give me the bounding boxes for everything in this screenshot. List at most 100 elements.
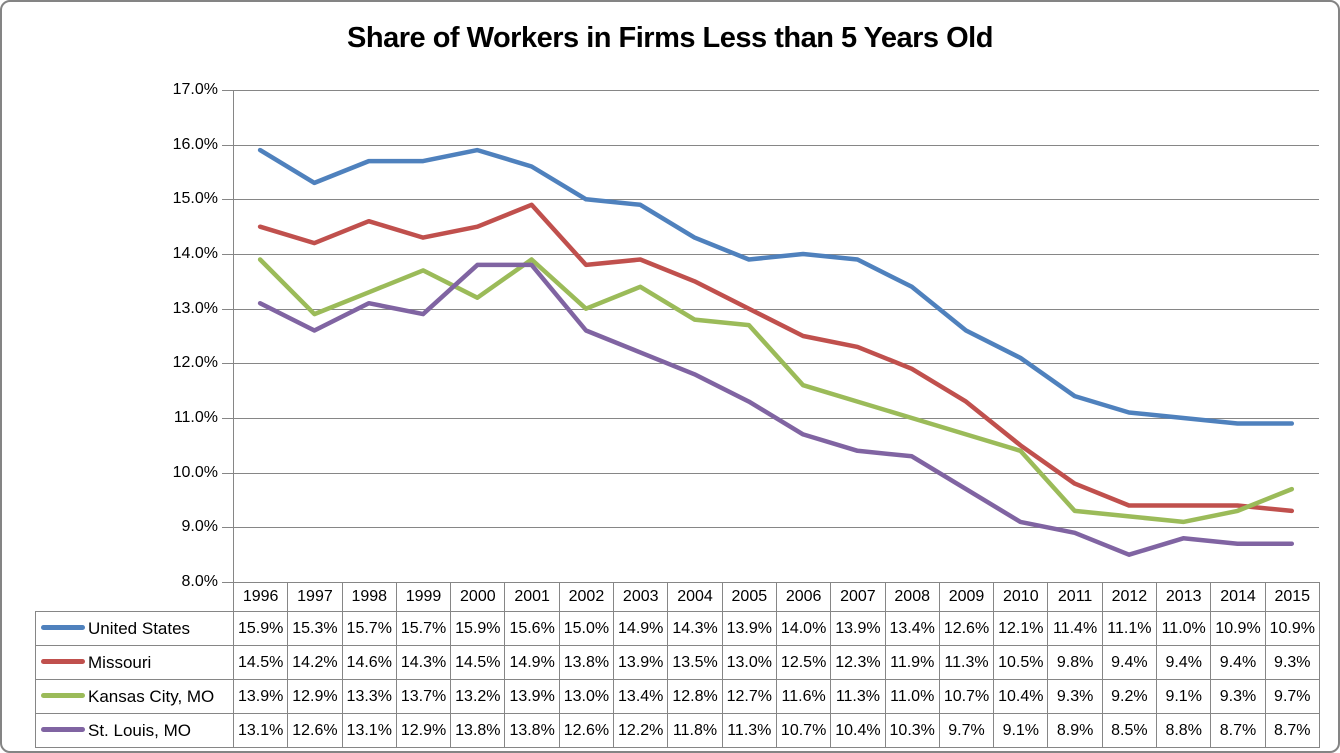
y-tick-label: 17.0% (172, 81, 218, 98)
y-tick-label: 9.0% (181, 518, 218, 536)
value-cell: 10.9% (1210, 611, 1266, 646)
chart-data-table: 1996 1997 1998 1999 2000 2001 2002 2003 2004 2005… (35, 582, 1320, 748)
value-cell: 8.8% (1156, 713, 1212, 748)
value-cell: 13.0% (558, 679, 615, 714)
y-tick-label: 15.0% (172, 190, 218, 208)
year-header-cell: 1997 (287, 582, 343, 612)
value-cell: 9.8% (1047, 645, 1103, 680)
value-cell: 14.9% (613, 611, 669, 646)
year-header-cell: 2010 (993, 582, 1049, 612)
series-name-label: Missouri (88, 652, 152, 672)
table-row-missouri: Missouri 14.5% 14.2% 14.6% 14.3% 14.5% 14.9% 13… (35, 645, 1320, 680)
value-cell: 13.9% (721, 611, 777, 646)
value-cell: 15.7% (341, 611, 397, 646)
legend-line-swatch (41, 658, 85, 664)
value-cell: 11.3% (830, 679, 886, 714)
value-cell: 9.2% (1101, 679, 1158, 714)
value-cell: 15.6% (504, 611, 560, 646)
value-cell: 14.6% (341, 645, 397, 680)
year-header-cell: 2014 (1210, 582, 1266, 612)
value-cell: 13.5% (667, 645, 723, 680)
year-header-cell: 2015 (1264, 582, 1320, 612)
series-name-label: Kansas City, MO (88, 686, 215, 706)
value-cell: 14.3% (667, 611, 723, 646)
series-legend-cell: Kansas City, MO (35, 679, 234, 714)
value-cell: 8.7% (1210, 713, 1266, 748)
value-cell: 9.4% (1101, 645, 1158, 680)
value-cell: 11.0% (1156, 611, 1212, 646)
series-legend-cell: United States (35, 611, 234, 646)
value-cell: 13.4% (613, 679, 669, 714)
series-line-united-states (257, 147, 1295, 426)
y-tick-label: 16.0% (172, 135, 218, 153)
legend-line-swatch (41, 692, 85, 698)
value-cell: 13.9% (232, 679, 289, 714)
year-header-cell: 2011 (1047, 582, 1103, 612)
legend-line-swatch (41, 726, 85, 732)
value-cell: 9.7% (1264, 679, 1320, 714)
value-cell: 13.2% (450, 679, 506, 714)
value-cell: 12.7% (721, 679, 777, 714)
legend-line-swatch (41, 624, 85, 630)
value-cell: 9.4% (1156, 645, 1212, 680)
value-cell: 9.1% (993, 713, 1049, 748)
series-line-missouri (257, 202, 1295, 514)
value-cell: 11.9% (884, 645, 940, 680)
y-tick-label: 14.0% (172, 245, 218, 262)
table-row-st-louis-mo: St. Louis, MO 13.1% 12.6% 13.1% 12.9% 13.8% 13… (35, 713, 1320, 748)
series-line-kansas-city-mo (257, 257, 1295, 525)
value-cell: 12.6% (287, 713, 343, 748)
value-cell: 12.2% (613, 713, 669, 748)
series-legend-cell: Missouri (35, 645, 234, 680)
year-header-cell: 1998 (341, 582, 397, 612)
value-cell: 11.1% (1101, 611, 1158, 646)
value-cell: 11.6% (775, 679, 832, 714)
value-cell: 12.9% (287, 679, 343, 714)
value-cell: 15.9% (450, 611, 506, 646)
value-cell: 13.8% (450, 713, 506, 748)
series-legend-cell: St. Louis, MO (35, 713, 234, 748)
value-cell: 12.9% (395, 713, 452, 748)
year-header-cell: 2001 (504, 582, 560, 612)
value-cell: 12.8% (667, 679, 723, 714)
value-cell: 12.1% (993, 611, 1049, 646)
value-cell: 8.9% (1047, 713, 1103, 748)
year-header-cell: 2004 (667, 582, 723, 612)
value-cell: 13.1% (341, 713, 397, 748)
year-header-cell: 2000 (450, 582, 506, 612)
value-cell: 8.7% (1264, 713, 1320, 748)
value-cell: 10.5% (993, 645, 1049, 680)
table-row-kansas-city-mo: Kansas City, MO 13.9% 12.9% 13.3% 13.7% 13.2%… (35, 679, 1320, 714)
y-tick-label: 10.0% (172, 463, 218, 481)
value-cell: 13.0% (721, 645, 777, 680)
value-cell: 15.9% (232, 611, 289, 646)
y-tick-label: 11.0% (173, 409, 218, 426)
year-header-cell: 2007 (830, 582, 886, 612)
value-cell: 9.3% (1210, 679, 1266, 714)
value-cell: 11.4% (1047, 611, 1103, 646)
value-cell: 11.0% (884, 679, 940, 714)
year-header-cell: 2002 (558, 582, 615, 612)
value-cell: 9.3% (1264, 645, 1320, 680)
value-cell: 13.9% (830, 611, 886, 646)
value-cell: 10.3% (884, 713, 940, 748)
value-cell: 12.3% (830, 645, 886, 680)
value-cell: 13.1% (232, 713, 289, 748)
year-header-cell: 2013 (1156, 582, 1212, 612)
year-header-cell: 2008 (884, 582, 940, 612)
value-cell: 11.3% (938, 645, 995, 680)
value-cell: 13.8% (504, 713, 560, 748)
value-cell: 10.4% (830, 713, 886, 748)
series-line-st-louis-mo (257, 262, 1295, 557)
value-cell: 9.4% (1210, 645, 1266, 680)
value-cell: 14.9% (504, 645, 560, 680)
value-cell: 13.9% (613, 645, 669, 680)
value-cell: 13.7% (395, 679, 452, 714)
value-cell: 10.9% (1264, 611, 1320, 646)
year-header-cell: 1999 (395, 582, 452, 612)
y-tick-label: 8.0% (181, 573, 218, 590)
year-header-cell: 1996 (232, 582, 289, 612)
value-cell: 12.6% (558, 713, 615, 748)
